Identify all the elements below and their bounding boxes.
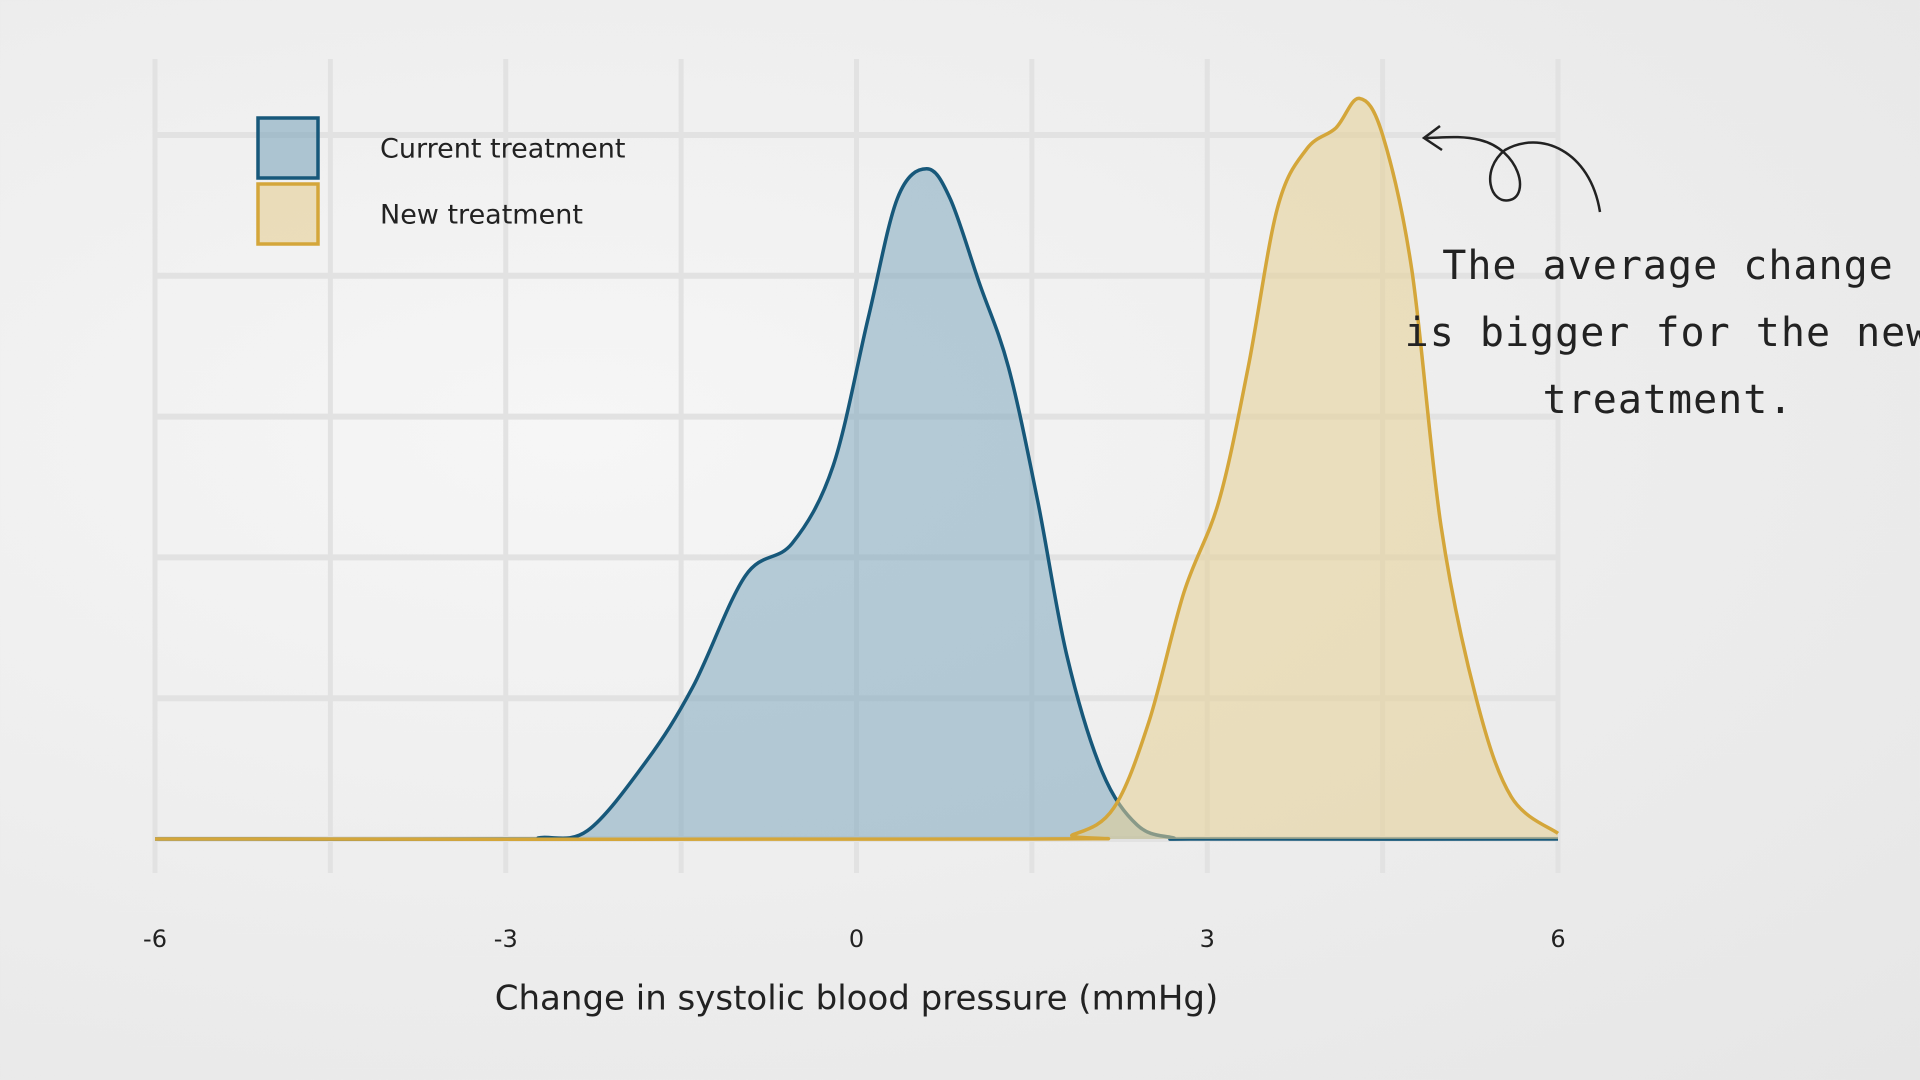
density-area (155, 98, 1558, 840)
annotation-text: The average change (1442, 243, 1893, 289)
x-tick-label: 3 (1200, 925, 1215, 953)
arrow-head (1421, 125, 1443, 152)
annotation-text: is bigger for the new (1405, 310, 1920, 356)
legend-label: New treatment (380, 200, 583, 231)
x-axis-label: Change in systolic blood pressure (mmHg) (495, 979, 1218, 1019)
x-tick-label: 0 (849, 925, 864, 953)
legend-label: Current treatment (380, 134, 625, 165)
density-line (154, 96, 1560, 842)
annotation-arrow (1424, 135, 1602, 213)
legend-swatch (256, 116, 320, 180)
x-tick-label: -3 (494, 925, 518, 953)
legend-swatch (256, 182, 320, 246)
density-area (155, 168, 1558, 840)
x-tick-label: 6 (1550, 925, 1565, 953)
x-tick-label: -6 (143, 925, 167, 953)
annotation-text: treatment. (1543, 377, 1794, 423)
